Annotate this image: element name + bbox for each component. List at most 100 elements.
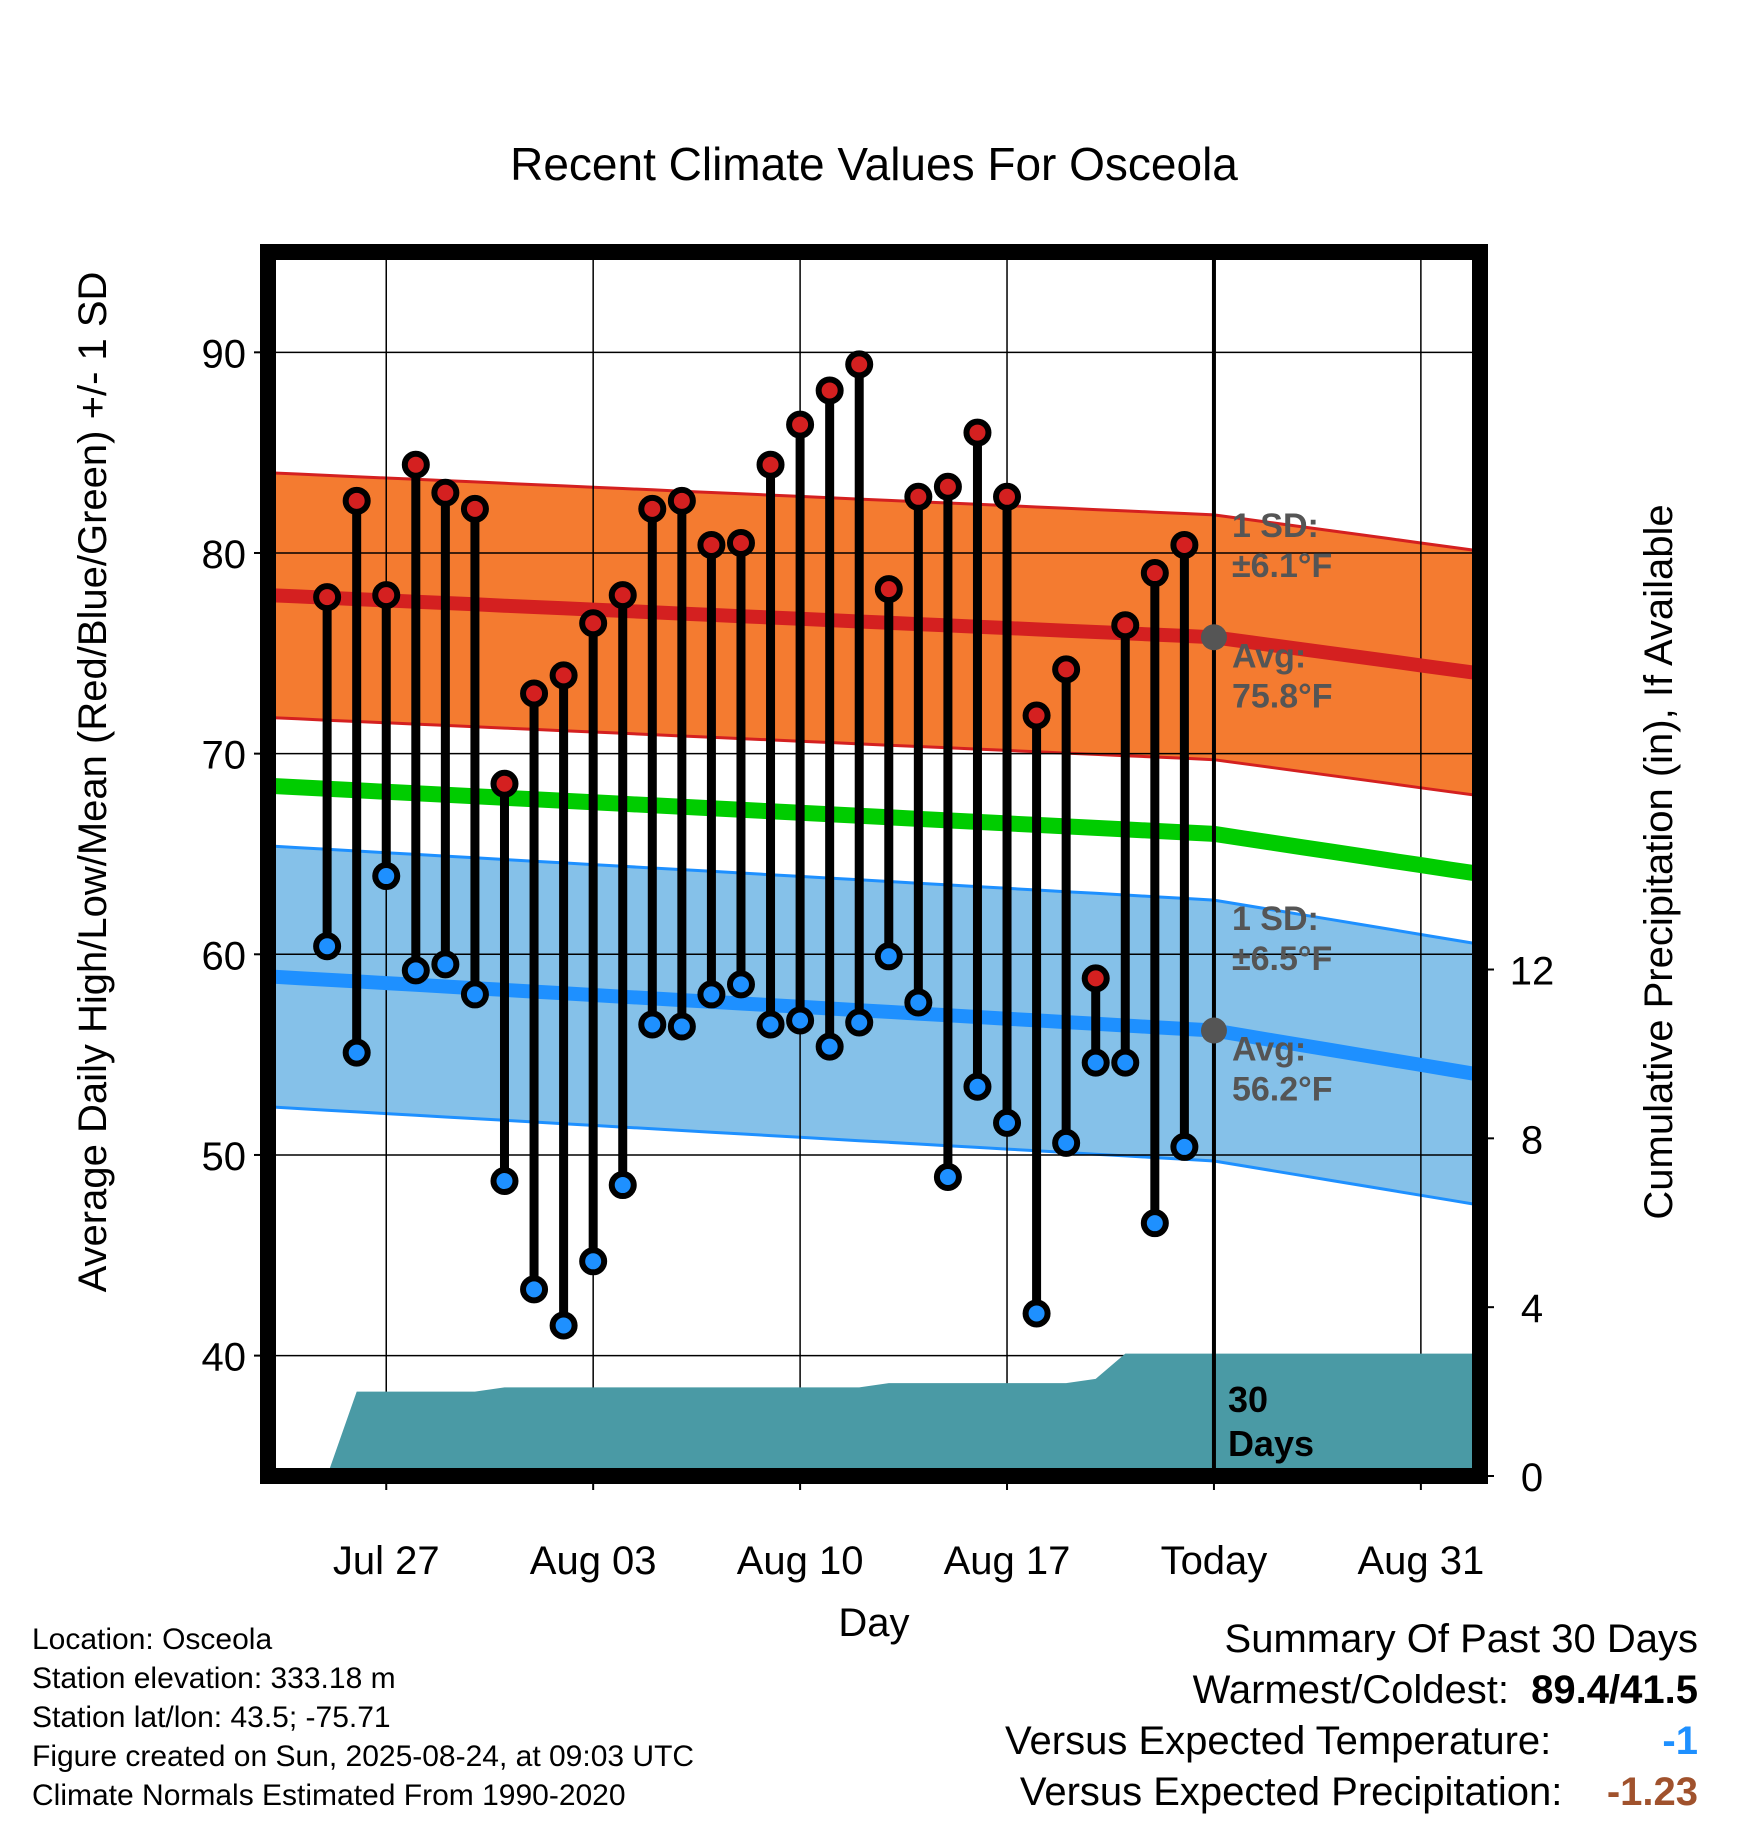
y-tick-label: 60 [202, 934, 247, 978]
precip-label: Versus Expected Precipitation: [1019, 1770, 1563, 1814]
daily-low-point [963, 1072, 992, 1101]
y-tick-label: 50 [202, 1135, 247, 1179]
daily-high-point [431, 478, 460, 507]
low-sd-annotation-line-0: 1 SD: [1232, 900, 1319, 938]
created-text: Figure created on Sun, 2025-08-24, at 09… [32, 1740, 695, 1773]
x-tick-label: Today [1161, 1539, 1268, 1583]
daily-high-point [342, 486, 371, 515]
daily-high-point [490, 769, 519, 798]
daily-low-point [549, 1311, 578, 1340]
daily-high-point [1111, 611, 1140, 640]
y2-tick-label: 8 [1521, 1118, 1543, 1162]
daily-high-point [963, 418, 992, 447]
daily-low-point [520, 1275, 549, 1304]
daily-low-point [401, 956, 430, 985]
high-sd-annotation-line-1: ±6.1°F [1232, 547, 1332, 585]
y2-tick-label: 4 [1521, 1287, 1543, 1331]
daily-low-point [431, 950, 460, 979]
daily-high-point [874, 575, 903, 604]
daily-low-point [756, 1010, 785, 1039]
daily-low-point [845, 1008, 874, 1037]
precip-value: -1.23 [1606, 1770, 1698, 1814]
daily-high-point [579, 609, 608, 638]
high-sd-annotation-line-0: 1 SD: [1232, 507, 1319, 545]
days-label-line-1: Days [1228, 1423, 1314, 1464]
daily-high-point [786, 410, 815, 439]
daily-low-point [874, 942, 903, 971]
daily-low-point [1140, 1209, 1169, 1238]
daily-high-point [608, 581, 637, 610]
days-label-line-0: 30 [1228, 1379, 1268, 1420]
daily-high-point [815, 376, 844, 405]
summary-warmest: Warmest/Coldest: 89.4/41.5 [1005, 1665, 1698, 1716]
daily-high-point [1170, 530, 1199, 559]
y-tick-label: 40 [202, 1336, 247, 1380]
temp-label: Versus Expected Temperature: [1005, 1719, 1552, 1763]
daily-low-point [815, 1032, 844, 1061]
daily-high-point [1052, 655, 1081, 684]
daily-high-point [904, 482, 933, 511]
temp-value: -1 [1662, 1719, 1698, 1763]
daily-high-point [460, 494, 489, 523]
mean-normal-line [268, 777, 1480, 882]
high-sd-band-lower-edge [268, 716, 1480, 798]
y-tick-label: 90 [202, 332, 247, 376]
daily-high-point [697, 530, 726, 559]
low-avg-annotation-line-1: 56.2°F [1232, 1071, 1333, 1109]
daily-high-point [401, 450, 430, 479]
daily-low-point [933, 1163, 962, 1192]
daily-low-point [372, 862, 401, 891]
daily-high-point [1081, 964, 1110, 993]
daily-low-point [786, 1006, 815, 1035]
daily-low-point [490, 1167, 519, 1196]
x-tick-label: Aug 10 [737, 1539, 864, 1583]
daily-high-point [520, 679, 549, 708]
daily-low-point [697, 980, 726, 1009]
y-tick-label: 70 [202, 734, 247, 778]
location-text: Location: Osceola [32, 1623, 273, 1656]
daily-high-point [549, 661, 578, 690]
high-normal-line [268, 588, 1480, 681]
low-sd-annotation-line-1: ±6.5°F [1232, 940, 1332, 978]
low-avg-annotation-line-0: Avg: [1232, 1031, 1306, 1069]
daily-low-point [342, 1038, 371, 1067]
daily-low-point [460, 980, 489, 1009]
daily-high-point [1022, 701, 1051, 730]
elevation-text: Station elevation: 333.18 m [32, 1662, 396, 1695]
daily-low-point [1022, 1299, 1051, 1328]
daily-low-point [579, 1247, 608, 1276]
daily-high-point [726, 528, 755, 557]
daily-low-point [1052, 1128, 1081, 1157]
x-tick-label: Aug 31 [1357, 1539, 1484, 1583]
warmest-value: 89.4/41.5 [1531, 1668, 1698, 1712]
y-axis-label: Average Daily High/Low/Mean (Red/Blue/Gr… [71, 272, 115, 1293]
warmest-label: Warmest/Coldest: [1192, 1668, 1509, 1712]
daily-low-point [667, 1012, 696, 1041]
daily-high-point [1140, 559, 1169, 588]
low-sd-band-upper-edge [268, 844, 1480, 946]
chart-title: Recent Climate Values For Osceola [510, 138, 1238, 190]
daily-low-point [1081, 1048, 1110, 1077]
x-axis-label: Day [838, 1601, 909, 1645]
y2-tick-label: 0 [1521, 1456, 1543, 1500]
y2-axis-label: Cumulative Precipitation (in), If Availa… [1637, 504, 1681, 1219]
daily-low-point [993, 1108, 1022, 1137]
high-sd-band-upper-edge [268, 471, 1480, 553]
high-normal-today-marker [1200, 624, 1227, 651]
y2-tick-label: 12 [1510, 950, 1555, 994]
x-tick-label: Jul 27 [333, 1539, 440, 1583]
summary-heading: Summary Of Past 30 Days [1224, 1617, 1698, 1661]
summary-temp: Versus Expected Temperature: -1 [1005, 1716, 1698, 1767]
daily-low-point [904, 988, 933, 1017]
precip-area [327, 1353, 1480, 1476]
daily-high-point [845, 350, 874, 379]
daily-low-point [313, 932, 342, 961]
daily-low-point [1111, 1048, 1140, 1077]
x-tick-label: Aug 17 [944, 1539, 1071, 1583]
daily-high-point [372, 581, 401, 610]
x-tick-label: Aug 03 [530, 1539, 657, 1583]
latlon-text: Station lat/lon: 43.5; -75.71 [32, 1701, 391, 1734]
